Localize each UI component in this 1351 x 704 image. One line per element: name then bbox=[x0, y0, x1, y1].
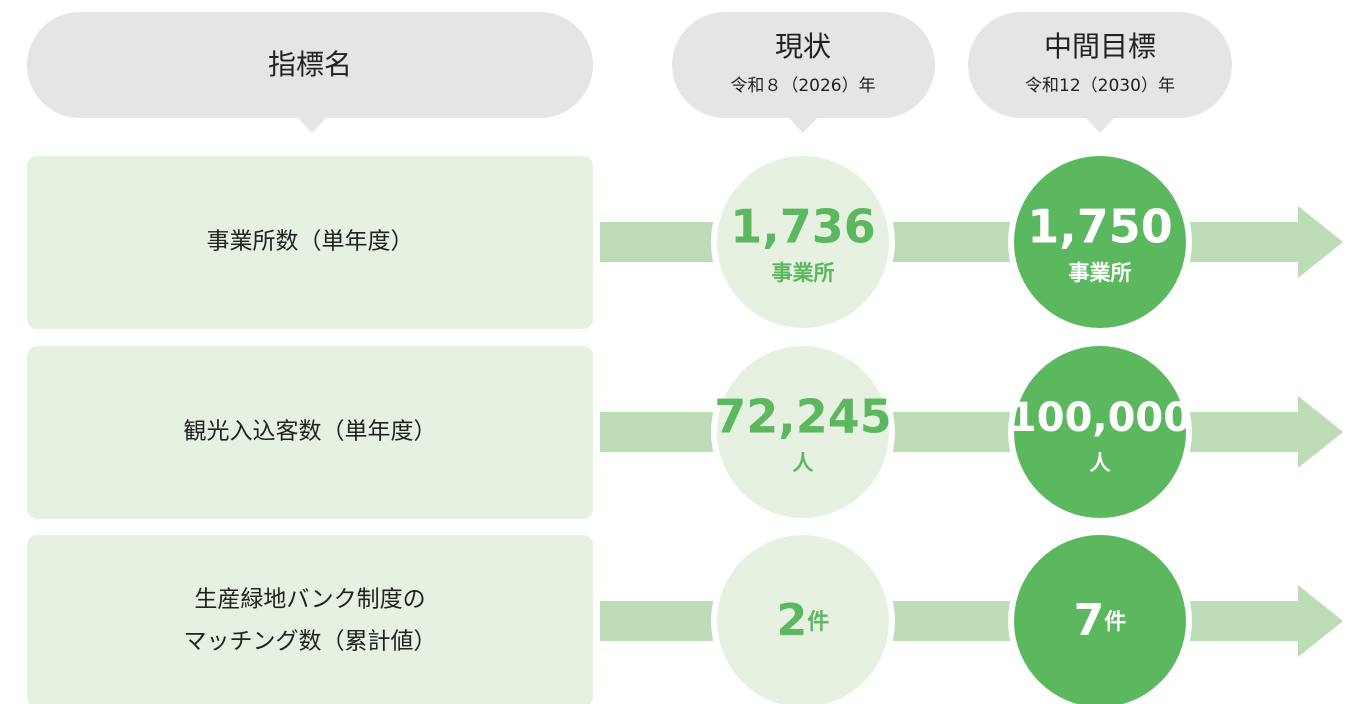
current-value: 2件 bbox=[777, 595, 830, 646]
flow-arrow-head bbox=[1298, 396, 1343, 468]
current-unit: 件 bbox=[807, 610, 829, 635]
target-circle bbox=[1014, 346, 1186, 518]
bubble-pointer bbox=[298, 118, 326, 133]
target-number: 7 bbox=[1074, 595, 1105, 646]
current-number: 72,245 bbox=[714, 390, 892, 444]
target-unit: 件 bbox=[1104, 610, 1126, 635]
bubble-pointer bbox=[1086, 118, 1114, 133]
current-circle bbox=[717, 535, 889, 704]
header-current-subtitle: 令和８（2026）年 bbox=[730, 76, 875, 96]
target-unit: 事業所 bbox=[1069, 261, 1132, 285]
header: 指標名 現状 令和８（2026）年 中間目標 令和12（2030）年 bbox=[27, 12, 1232, 133]
header-current-title: 現状 bbox=[775, 30, 831, 63]
target-value: 7件 bbox=[1074, 595, 1127, 646]
current-unit: 事業所 bbox=[772, 261, 835, 285]
header-target-title: 中間目標 bbox=[1044, 30, 1156, 63]
indicator-box bbox=[27, 535, 593, 704]
current-unit: 人 bbox=[793, 451, 814, 475]
header-bubble bbox=[27, 12, 593, 118]
indicator-box bbox=[27, 346, 593, 519]
target-number: 1,750 bbox=[1027, 200, 1173, 254]
indicator-label: 生産緑地バンク制度の bbox=[194, 587, 425, 613]
flow-arrow-head bbox=[1298, 206, 1343, 278]
header-bubble bbox=[968, 12, 1232, 118]
current-circle bbox=[717, 346, 889, 518]
current-circle bbox=[717, 156, 889, 328]
current-number: 1,736 bbox=[730, 200, 876, 254]
target-unit: 人 bbox=[1090, 451, 1111, 475]
target-circle bbox=[1014, 156, 1186, 328]
header-target-subtitle: 令和12（2030）年 bbox=[1025, 76, 1175, 96]
header-bubble bbox=[672, 12, 935, 118]
target-number: 100,000 bbox=[1009, 395, 1191, 441]
bubble-pointer bbox=[789, 118, 817, 133]
target-circle bbox=[1014, 535, 1186, 704]
indicator-box bbox=[27, 156, 593, 329]
indicator-label: 観光入込客数（単年度） bbox=[184, 419, 437, 445]
flow-arrow-head bbox=[1298, 585, 1343, 657]
header-indicator: 指標名 bbox=[268, 48, 352, 81]
current-number: 2 bbox=[777, 595, 808, 646]
indicator-label: マッチング数（累計値） bbox=[184, 629, 437, 655]
indicator-label: 事業所数（単年度） bbox=[207, 229, 414, 255]
